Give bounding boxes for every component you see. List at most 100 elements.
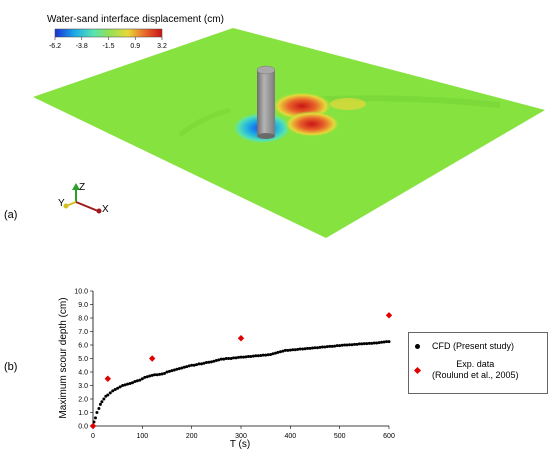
cfd-point: [98, 402, 102, 406]
y-tick-label: 10.0: [74, 289, 88, 296]
cfd-point: [313, 346, 317, 350]
cfd-point: [108, 391, 112, 395]
cfd-point: [93, 416, 97, 420]
cfd-point: [126, 382, 130, 386]
cfd-point: [360, 342, 364, 346]
y-tick-label: 1.0: [78, 410, 88, 417]
cfd-point: [185, 365, 189, 369]
cfd-point: [227, 357, 231, 360]
series-cfd: [92, 340, 391, 424]
x-tick-label: 500: [334, 433, 346, 440]
cfd-point: [286, 348, 290, 352]
legend-item-cfd: CFD (Present study): [415, 341, 514, 352]
cfd-point: [264, 353, 268, 357]
cfd-point: [100, 400, 104, 404]
panel-b-label: (b): [4, 361, 17, 373]
cfd-point: [266, 353, 270, 357]
cfd-point: [153, 373, 157, 377]
colorbar: [54, 28, 163, 38]
cfd-point: [182, 365, 186, 369]
cfd-point: [102, 397, 106, 401]
series-exp: [89, 312, 393, 430]
cfd-point: [246, 354, 250, 358]
cfd-point: [303, 347, 307, 351]
y-tick-label: 9.0: [78, 302, 88, 309]
cfd-point: [239, 355, 243, 359]
cfd-point: [274, 351, 278, 355]
cfd-point: [97, 406, 101, 410]
cfd-point: [345, 343, 349, 347]
panel-a: Water-sand interface displacement (cm) -…: [4, 14, 545, 238]
cfd-point: [195, 363, 199, 367]
legend-label-exp: Exp. data (Roulund et al., 2005): [432, 359, 519, 381]
cfd-point: [165, 370, 169, 374]
cfd-point: [113, 388, 117, 392]
axis-label-y: Y: [58, 198, 65, 209]
cfd-point: [229, 357, 233, 360]
colorbar-tick-label: -1.5: [102, 43, 114, 50]
cfd-point: [163, 371, 167, 375]
y-tick-label: 8.0: [78, 316, 88, 323]
y-ticks: 0.0 1.0 2.0 3.0 4.0 5.0 6.0 7.0 8.0 9.0 10.0: [74, 289, 93, 431]
cfd-point: [167, 369, 171, 373]
legend-label-cfd: CFD (Present study): [432, 341, 515, 351]
cfd-point: [202, 361, 206, 365]
x-axis-label: T (s): [230, 439, 250, 450]
cfd-point: [365, 342, 369, 346]
y-tick-label: 2.0: [78, 397, 88, 404]
cfd-point: [212, 359, 216, 363]
cfd-point: [296, 347, 300, 351]
cfd-point: [217, 358, 221, 362]
cfd-point: [160, 372, 164, 376]
cfd-point: [170, 369, 174, 373]
y-tick-label: 5.0: [78, 356, 88, 363]
colorbar-tick-label: -6.2: [49, 43, 61, 50]
cfd-point: [271, 352, 275, 356]
y-tick-label: 4.0: [78, 370, 88, 377]
legend: CFD (Present study) Exp. data (Roulund e…: [408, 332, 548, 394]
cfd-point: [283, 348, 287, 352]
cfd-point: [352, 342, 356, 346]
x-tick-label: 200: [186, 433, 198, 440]
cfd-point: [175, 367, 179, 371]
legend-label-exp-line1: Exp. data: [456, 359, 495, 369]
cfd-point: [350, 343, 354, 347]
cfd-point: [293, 348, 297, 352]
cfd-point: [323, 345, 327, 349]
y-tick-label: 0.0: [78, 424, 88, 431]
exp-point: [89, 422, 97, 430]
cfd-point: [150, 373, 154, 377]
cfd-point: [362, 342, 366, 346]
cfd-point: [145, 375, 149, 379]
cfd-point: [382, 340, 386, 344]
cfd-point: [219, 357, 223, 361]
cfd-point: [172, 368, 176, 372]
cfd-point: [348, 343, 352, 347]
cfd-point: [308, 346, 312, 350]
cfd-point: [343, 343, 347, 347]
axis-label-z: Z: [79, 182, 85, 193]
cfd-point: [128, 381, 132, 385]
cfd-point: [298, 347, 302, 351]
x-tick-label: 300: [235, 433, 247, 440]
cfd-point: [269, 352, 273, 356]
legend-label-exp-line2: (Roulund et al., 2005): [432, 370, 519, 380]
x-ticks: 0 100 200 300 400 500 600: [91, 426, 395, 440]
deposition-zone-lower: [284, 111, 340, 137]
cfd-point: [143, 375, 147, 379]
cfd-point: [357, 342, 361, 346]
cfd-point: [340, 343, 344, 347]
cfd-point: [232, 356, 236, 360]
x-tick-label: 100: [136, 433, 148, 440]
y-tick-label: 3.0: [78, 383, 88, 390]
cfd-point: [155, 373, 159, 377]
cfd-point: [135, 379, 139, 383]
cfd-point: [380, 340, 384, 344]
cfd-point: [106, 393, 110, 397]
colorbar-ticks: -6.2 -3.8 -1.5 0.9 3.2: [49, 37, 167, 50]
panel-a-label: (a): [4, 209, 17, 221]
x-tick-label: 400: [284, 433, 296, 440]
cfd-point: [370, 341, 374, 345]
cfd-point: [261, 353, 265, 357]
